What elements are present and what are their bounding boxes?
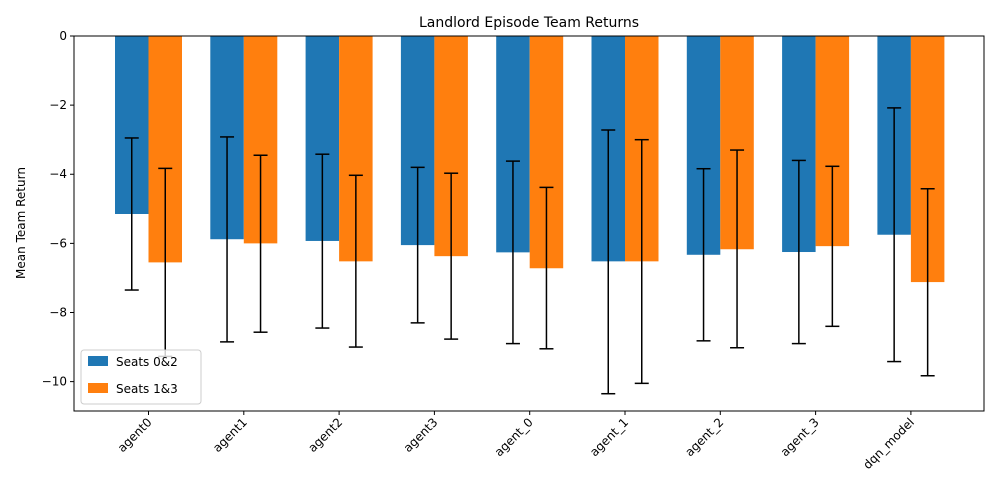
x-tick-label-dqn_model: dqn_model — [860, 415, 917, 472]
legend-swatch-seats-0-2 — [88, 356, 108, 366]
x-tick-label-agent_1: agent_1 — [587, 415, 631, 459]
x-tick-label-agent_3: agent_3 — [778, 415, 822, 459]
legend-swatch-seats-1-3 — [88, 383, 108, 393]
x-axis: agent0 agent1 agent2 agent3 agent_0 agent_1 ag… — [115, 411, 917, 472]
legend: Seats 0&2 Seats 1&3 — [80, 349, 202, 405]
bars-group — [115, 36, 945, 283]
x-tick-label-agent0: agent0 — [115, 415, 155, 455]
y-tick-label--6: −6 — [49, 236, 67, 250]
plot-frame — [73, 35, 985, 412]
legend-label-seats-0-2: Seats 0&2 — [116, 355, 178, 369]
y-axis: 0 −2 −4 −6 −8 −10 — [42, 29, 74, 389]
y-tick-label-0: 0 — [59, 29, 67, 43]
chart-title: Landlord Episode Team Returns — [419, 15, 639, 31]
x-tick-label-agent3: agent3 — [401, 415, 441, 455]
error-bars-group — [124, 107, 935, 395]
x-tick-label-agent2: agent2 — [305, 415, 345, 455]
legend-frame — [80, 349, 202, 405]
x-tick-label-agent1: agent1 — [210, 415, 250, 455]
x-tick-label-agent_0: agent_0 — [492, 415, 536, 459]
y-tick-label--2: −2 — [49, 98, 67, 112]
x-tick-label-agent_2: agent_2 — [682, 415, 726, 459]
legend-label-seats-1-3: Seats 1&3 — [116, 382, 178, 396]
y-tick-label--10: −10 — [42, 375, 67, 389]
y-tick-label--8: −8 — [49, 305, 67, 319]
y-axis-title: Mean Team Return — [14, 167, 28, 279]
y-tick-label--4: −4 — [49, 167, 67, 181]
